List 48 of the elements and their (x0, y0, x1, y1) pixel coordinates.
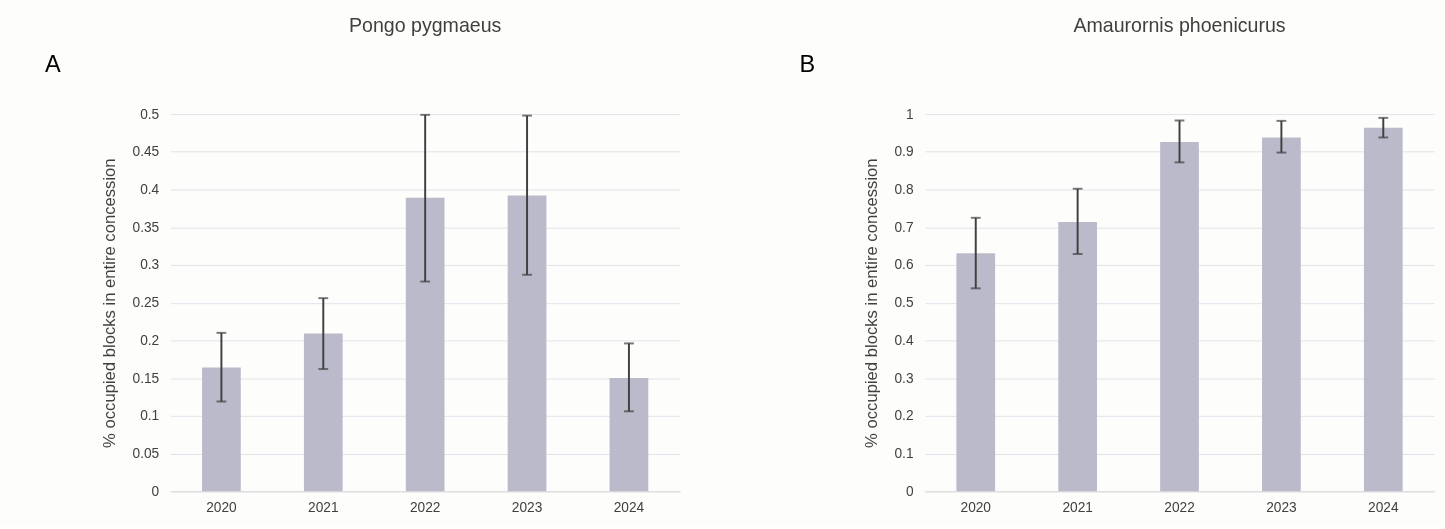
bar (303, 333, 343, 492)
y-tick-label: 0.7 (894, 219, 914, 235)
bar (1058, 221, 1097, 492)
y-tick-label: 0.4 (140, 181, 160, 197)
y-tick-label: 0.15 (132, 370, 160, 386)
chart-title: Amaurornis phoenicurus (1073, 13, 1286, 36)
y-tick-label: 0 (905, 483, 914, 499)
y-tick-label: 0.3 (894, 370, 914, 386)
y-tick-label: 0.2 (140, 332, 160, 348)
bar (202, 367, 241, 492)
bar (1363, 127, 1403, 492)
x-tick-label: 2023 (1266, 500, 1298, 516)
y-tick-label: 0.1 (894, 445, 914, 461)
y-tick-label: 0.8 (894, 181, 914, 197)
y-tick-label: 0.1 (140, 408, 160, 424)
y-axis-title: % occupied blocks in entire concession (99, 158, 119, 448)
bar (1262, 137, 1301, 492)
y-tick-label: 0.4 (894, 332, 914, 348)
bar (507, 195, 547, 492)
bar (956, 253, 996, 492)
x-tick-label: 2021 (1062, 500, 1093, 516)
x-tick-label: 2023 (511, 500, 543, 516)
text: B (799, 50, 816, 77)
y-axis-title: % occupied blocks in entire concession (861, 158, 881, 448)
y-tick-label: 0.45 (132, 144, 160, 160)
x-tick-label: 2024 (613, 500, 645, 516)
text: A (45, 50, 62, 77)
bar (1160, 142, 1199, 492)
y-tick-label: 0 (151, 483, 160, 499)
y-tick-label: 0.3 (140, 257, 160, 273)
bar (609, 378, 649, 492)
x-tick-label: 2021 (308, 500, 339, 516)
y-tick-label: 0.35 (132, 219, 160, 235)
y-tick-label: 0.25 (132, 295, 160, 311)
x-tick-label: 2022 (1164, 500, 1195, 516)
x-tick-label: 2020 (206, 500, 238, 516)
bar (405, 197, 445, 492)
y-tick-label: 0.5 (140, 106, 160, 122)
x-tick-label: 2022 (409, 500, 441, 516)
x-tick-label: 2024 (1368, 500, 1399, 516)
y-tick-label: 0.2 (894, 408, 914, 424)
x-tick-label: 2020 (960, 500, 992, 516)
chart-title: Pongo pygmaeus (348, 13, 502, 36)
y-tick-label: 1 (905, 106, 914, 122)
y-tick-label: 0.5 (894, 295, 914, 311)
y-tick-label: 0.9 (894, 144, 914, 160)
y-tick-label: 0.05 (132, 445, 160, 461)
y-tick-label: 0.6 (894, 257, 914, 273)
